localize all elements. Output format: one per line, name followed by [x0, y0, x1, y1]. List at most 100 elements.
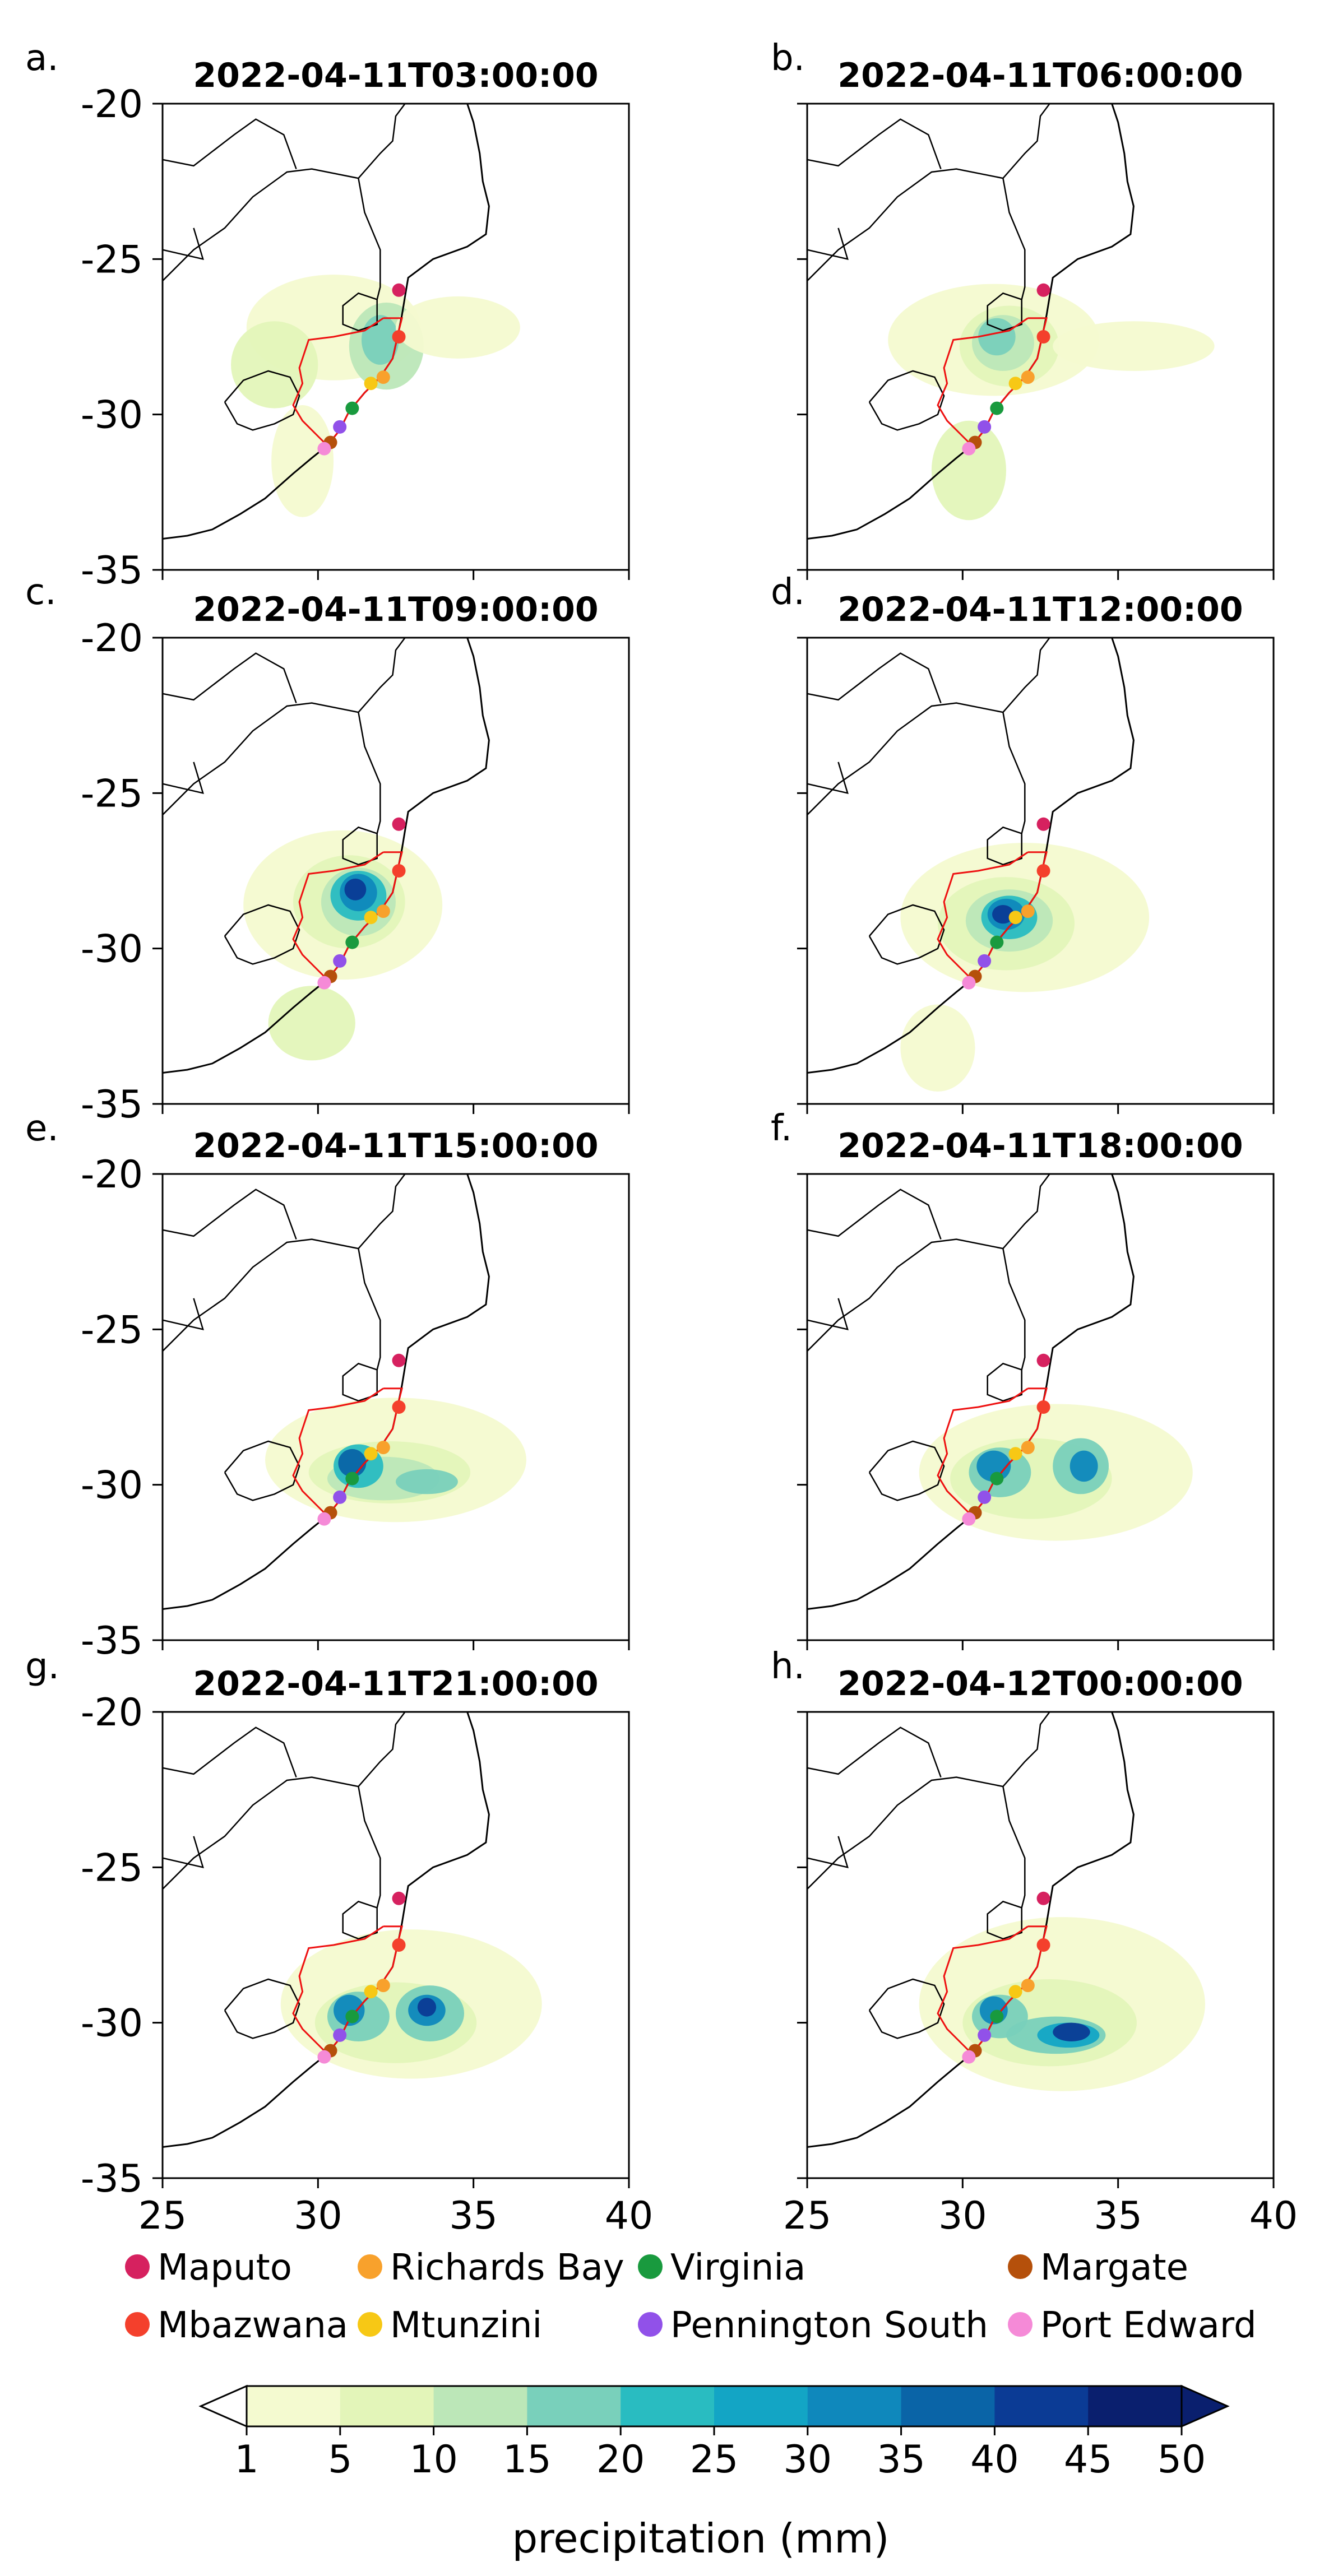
legend-item: Maputo	[125, 2247, 292, 2289]
colorbar-tick-label: 10	[409, 2438, 458, 2482]
map-content	[807, 638, 1274, 1104]
map-frame	[806, 637, 1275, 1105]
precipitation-contour	[268, 986, 355, 1061]
map-panel: 2022-04-11T06:00:00 b.	[771, 38, 1275, 580]
country-border	[868, 1978, 945, 2039]
y-tick-label: -25	[81, 772, 143, 816]
station-marker	[1021, 1441, 1035, 1455]
precipitation-contour	[417, 1998, 437, 2017]
country-border	[1002, 712, 1026, 834]
station-marker	[392, 864, 406, 878]
kzn-boundary	[292, 851, 404, 981]
map-frame	[161, 1711, 630, 2179]
country-border	[1002, 1174, 1050, 1249]
country-border	[1002, 1712, 1050, 1787]
panel-letter: d.	[771, 572, 805, 613]
colorbar-tick-label: 40	[970, 2438, 1019, 2482]
country-border	[1002, 104, 1050, 179]
station-marker	[317, 2050, 331, 2064]
legend-label: Pennington South	[670, 2305, 988, 2346]
legend-label: Maputo	[158, 2247, 292, 2289]
country-border	[987, 826, 1022, 866]
legend-item: Port Edward	[1008, 2305, 1257, 2346]
map-content	[163, 638, 629, 1104]
map-panel: 2022-04-12T00:00:00 h. 25 30 35 40	[771, 1646, 1298, 2238]
map-panel: 2022-04-11T03:00:00 a. -20 -25 -30 -35	[25, 38, 630, 593]
kzn-boundary	[937, 1925, 1048, 2055]
station-marker	[990, 2009, 1004, 2023]
colorbar-segment	[247, 2386, 341, 2426]
country-border	[807, 228, 849, 261]
y-tick-label: -30	[81, 1464, 143, 1508]
colorbar-tick-label: 30	[784, 2438, 832, 2482]
station-marker	[1036, 1353, 1050, 1367]
station-marker	[345, 1472, 359, 1486]
station-marker	[990, 935, 1004, 949]
station-marker	[333, 954, 347, 968]
panel-letter: a.	[25, 38, 59, 79]
panel-title: 2022-04-11T06:00:00	[837, 56, 1243, 95]
x-tick-label: 25	[138, 2194, 187, 2238]
country-border	[358, 1786, 381, 1908]
legend-item: Mtunzini	[358, 2305, 542, 2346]
country-border	[1002, 178, 1026, 300]
country-border	[163, 702, 359, 816]
country-border	[163, 762, 204, 795]
station-marker	[1008, 911, 1022, 925]
station-marker	[1036, 283, 1050, 297]
colorbar-segment	[527, 2386, 621, 2426]
map-frame	[806, 103, 1275, 571]
precipitation-contour	[231, 321, 318, 409]
station-marker	[333, 1490, 347, 1504]
legend-item: Virginia	[638, 2247, 805, 2289]
station-marker	[392, 1400, 406, 1414]
station-marker	[333, 2028, 347, 2042]
panel-title: 2022-04-11T09:00:00	[193, 590, 598, 629]
map-panel: 2022-04-11T09:00:00 c. -20 -25 -30 -35	[25, 572, 630, 1127]
y-tick-label: -35	[81, 1619, 143, 1663]
country-border	[807, 702, 1003, 816]
colorbar-extend-low	[198, 2384, 248, 2428]
precipitation-contour	[992, 905, 1014, 924]
station-marker	[978, 420, 992, 434]
country-border	[807, 762, 849, 795]
legend-item: Margate	[1008, 2247, 1188, 2289]
station-marker	[345, 2009, 359, 2023]
y-tick-label: -20	[81, 82, 143, 127]
y-tick-label: -25	[81, 1846, 143, 1890]
map-content	[807, 1712, 1274, 2178]
country-border	[807, 1726, 942, 1777]
x-tick-label: 25	[783, 2194, 832, 2238]
station-marker	[1036, 1938, 1050, 1952]
colorbar-tick-label: 45	[1064, 2438, 1113, 2482]
station-marker	[978, 2028, 992, 2042]
map-content	[163, 1174, 629, 1640]
map-frame	[161, 637, 630, 1105]
legend-marker	[125, 2254, 150, 2279]
x-tick-label: 40	[605, 2194, 654, 2238]
y-tick-label: -35	[81, 549, 143, 593]
precipitation-contour	[900, 1004, 975, 1092]
station-marker	[1036, 330, 1050, 344]
station-marker	[990, 401, 1004, 415]
country-border	[163, 1776, 359, 1890]
x-tick-label: 30	[938, 2194, 987, 2238]
map-panel: 2022-04-11T18:00:00 f.	[771, 1108, 1275, 1650]
kzn-boundary	[292, 1925, 404, 2055]
station-marker	[1008, 377, 1022, 391]
panel-title: 2022-04-11T03:00:00	[193, 56, 598, 95]
panel-title: 2022-04-11T21:00:00	[193, 1664, 598, 1704]
y-tick-label: -20	[81, 616, 143, 661]
precipitation-contour	[396, 296, 520, 359]
country-border	[224, 1440, 300, 1501]
map-content	[163, 104, 629, 570]
legend-label: Mtunzini	[390, 2305, 542, 2346]
station-marker	[1036, 817, 1050, 831]
station-marker	[990, 1472, 1004, 1486]
legend-marker	[1008, 2254, 1033, 2279]
precipitation-contour	[344, 878, 367, 901]
precipitation-contour	[396, 1469, 458, 1494]
station-marker	[1008, 1985, 1022, 1999]
kzn-boundary	[937, 1387, 1048, 1517]
